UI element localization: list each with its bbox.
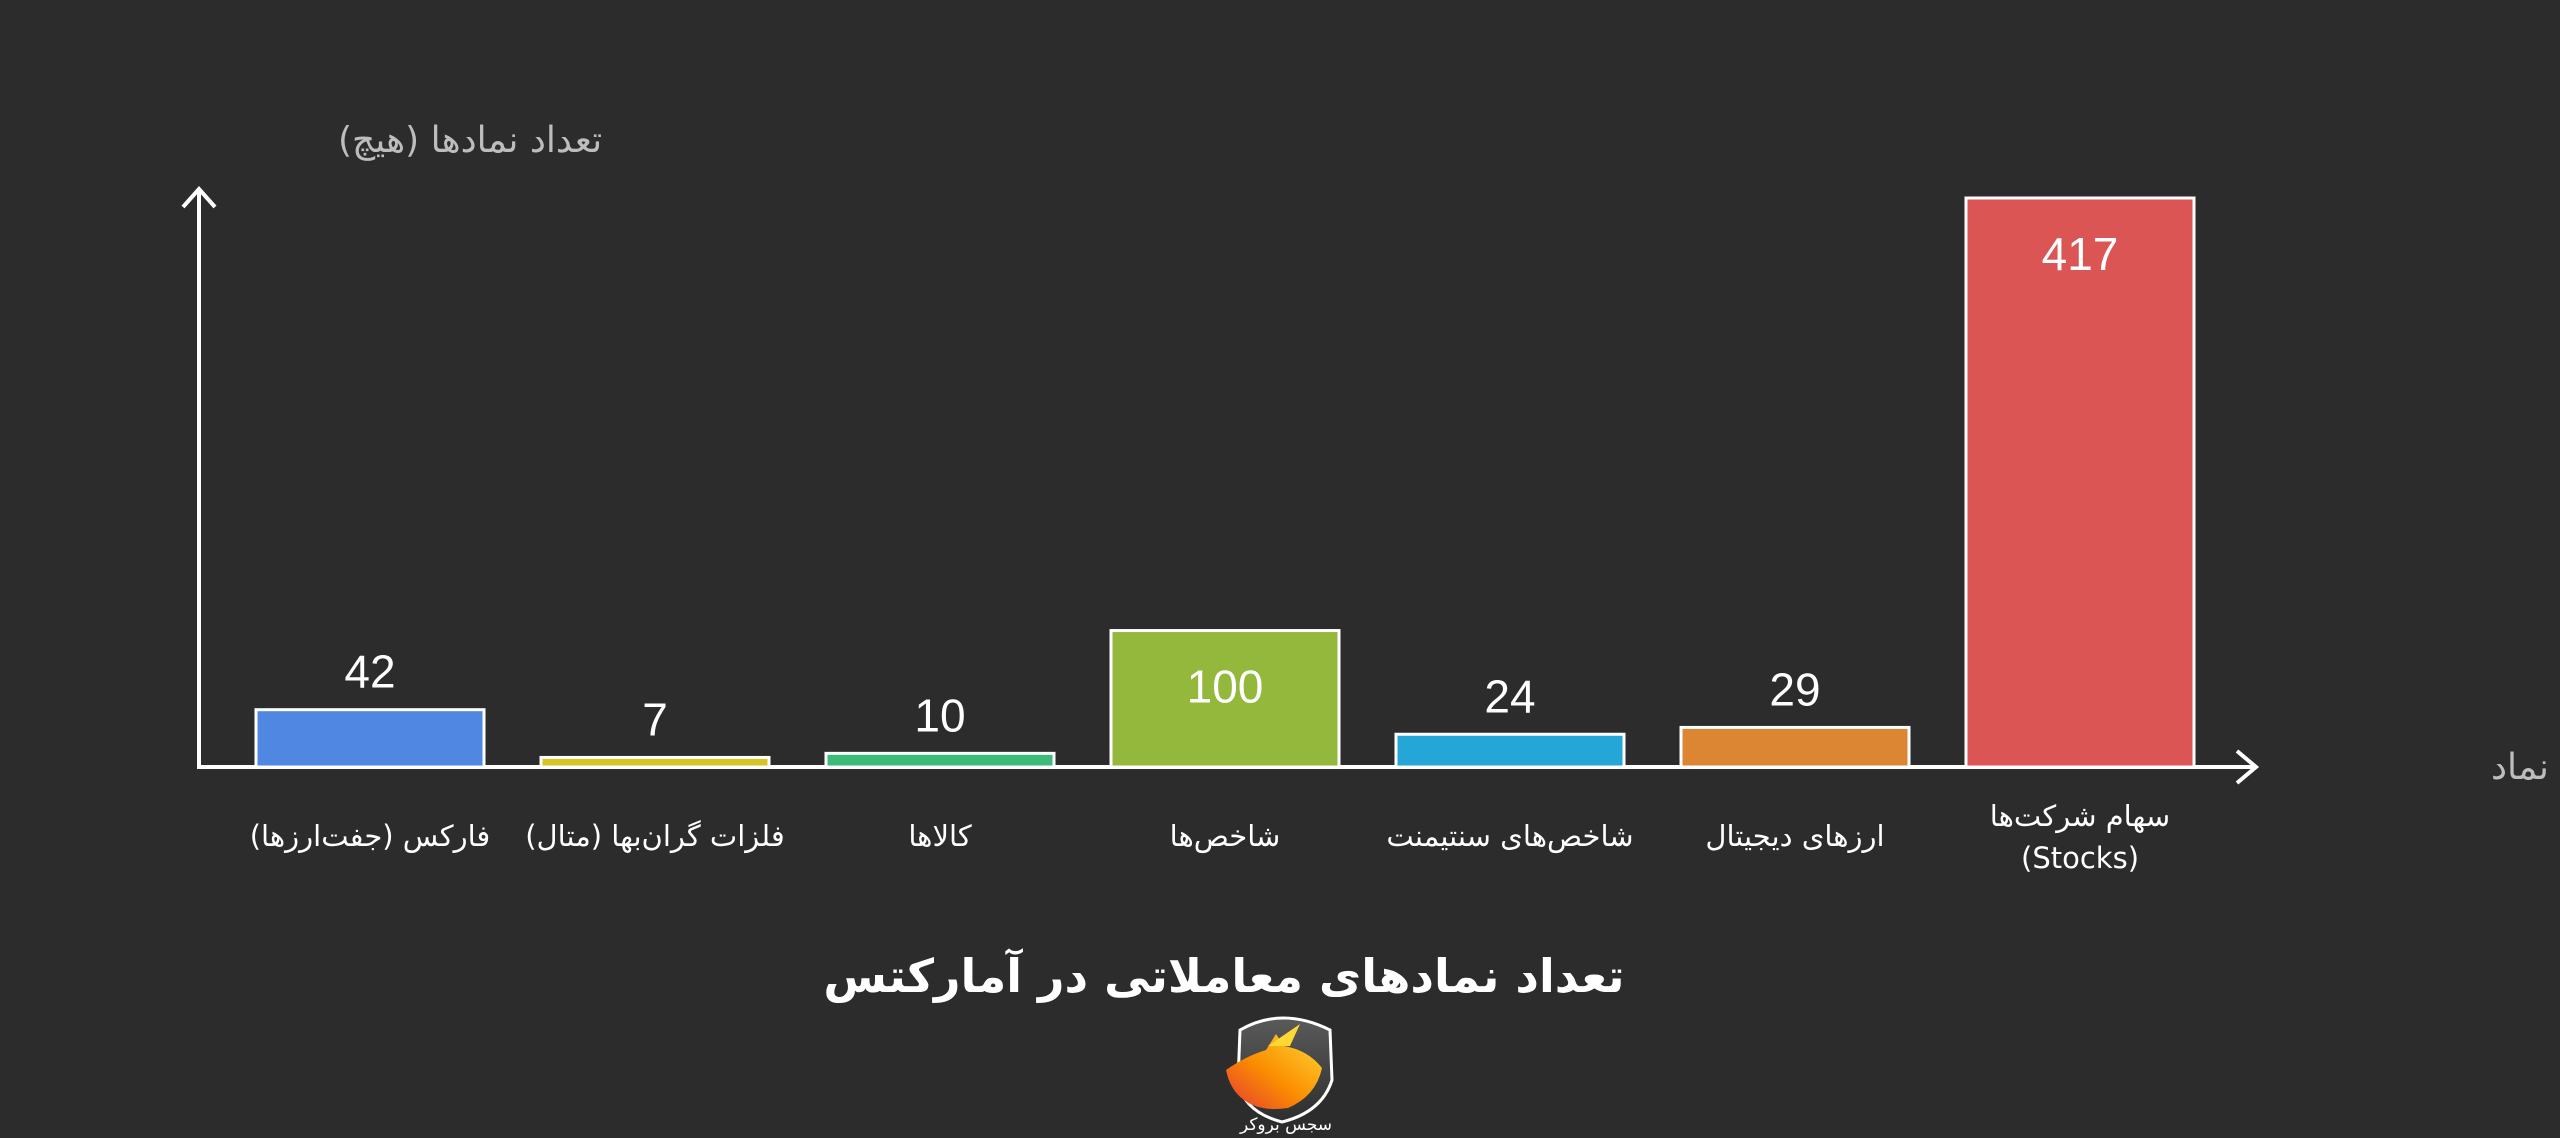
- category-label: ارزهای دیجیتال: [1705, 819, 1884, 853]
- category-label: سهام شرکت‌ها (Stocks): [1990, 799, 2170, 875]
- value-labels-group: 42 7 10 100 24 29 417: [344, 228, 2118, 745]
- y-axis-title: تعداد نمادها (هیچ): [338, 120, 602, 161]
- bar: [1679, 725, 1911, 769]
- category-label: شاخص‌ها: [1170, 819, 1281, 853]
- bar: [824, 751, 1056, 769]
- x-axis-title: دسته‌بندی نماد: [2491, 747, 2560, 788]
- category-label: فارکس (جفت‌ارزها): [250, 819, 491, 853]
- value-label: 417: [2042, 228, 2119, 280]
- brand-logo: سجس بروکر: [1226, 1016, 1334, 1135]
- bar: [1394, 732, 1626, 769]
- value-label: 100: [1187, 661, 1264, 713]
- category-labels-group: فارکس (جفت‌ارزها) فلزات گران‌بها (متال) کا…: [250, 799, 2171, 875]
- logo-text: سجس بروکر: [1239, 1115, 1332, 1135]
- value-label: 29: [1769, 663, 1820, 715]
- chart-title: تعداد نمادهای معاملاتی در آمارکتس: [823, 948, 1624, 1003]
- bar: [254, 708, 486, 769]
- bar: [539, 755, 771, 769]
- value-label: 24: [1484, 670, 1535, 722]
- horse-shield-icon: [1226, 1016, 1334, 1124]
- value-label: 10: [914, 689, 965, 741]
- bar: [1109, 629, 1341, 769]
- category-label: فلزات گران‌بها (متال): [525, 819, 785, 853]
- value-label: 7: [642, 693, 668, 745]
- value-label: 42: [344, 646, 395, 698]
- category-label: شاخص‌های سنتیمنت: [1386, 819, 1633, 853]
- bar: [1964, 196, 2196, 769]
- category-label: کالاها: [908, 819, 972, 853]
- bars-group: [254, 196, 2196, 769]
- y-axis: [181, 185, 217, 767]
